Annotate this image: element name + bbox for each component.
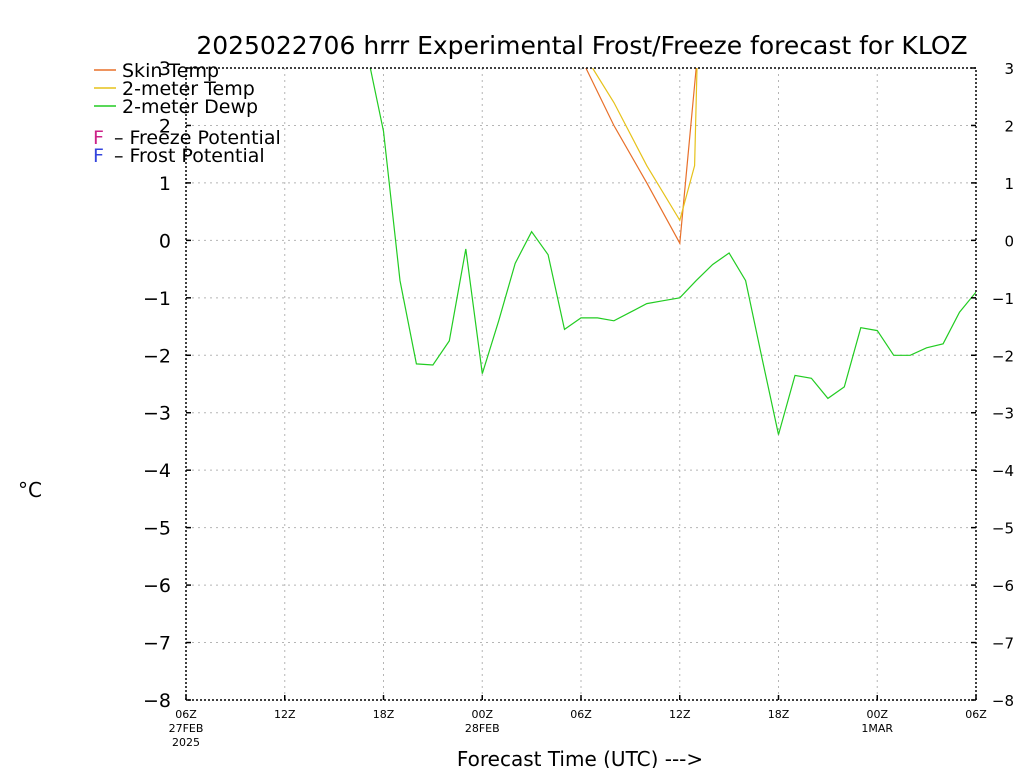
grid — [186, 68, 976, 700]
y-tick-label-right: −8 — [992, 692, 1014, 710]
legend-extra-symbol: F — [93, 145, 104, 167]
y-tick-label: −7 — [143, 633, 171, 655]
y-tick-label-right: −1 — [992, 290, 1014, 308]
x-tick-label: 1MAR — [861, 722, 893, 735]
y-axis-right: −8 −7 −6 −5 −4 −3 −2 −1 0 1 2 3 — [971, 60, 1014, 710]
y-tick-label: −6 — [143, 575, 171, 597]
legend-extra-text: – Freeze Potential — [114, 127, 281, 149]
legend-entry-label: 2-meter Dewp — [122, 96, 258, 118]
y-tick-label-right: −6 — [992, 577, 1014, 595]
series-line-skin-temp — [585, 68, 697, 246]
y-tick-label: 2 — [159, 115, 171, 137]
y-tick-label-right: 3 — [1004, 60, 1014, 78]
legend-extra-text: – Frost Potential — [114, 145, 265, 167]
x-tick-label: 2025 — [172, 736, 200, 749]
y-tick-label: 1 — [159, 173, 171, 195]
y-tick-label: −2 — [143, 345, 171, 367]
y-axis-label: °C — [18, 478, 42, 502]
y-tick-label-right: 0 — [1004, 232, 1014, 250]
x-tick-label: 12Z — [669, 708, 691, 721]
series-lines — [369, 68, 976, 435]
x-tick-label: 12Z — [274, 708, 296, 721]
y-tick-label: −4 — [143, 460, 171, 482]
legend-extra-entry: F – Frost Potential — [93, 145, 265, 167]
y-tick-label: −1 — [143, 288, 171, 310]
x-axis-label: Forecast Time (UTC) ---> — [457, 747, 703, 768]
x-tick-label: 28FEB — [465, 722, 500, 735]
plot-frame — [185, 67, 977, 701]
y-tick-label-right: −4 — [992, 462, 1014, 480]
x-tick-label: 18Z — [768, 708, 790, 721]
y-tick-label: 3 — [159, 58, 171, 80]
y-tick-label-right: −2 — [992, 347, 1014, 365]
y-axis-left: −8 −7 −6 −5 −4 −3 −2 −1 0 1 2 3 — [143, 58, 191, 712]
y-tick-label-right: −5 — [992, 520, 1014, 538]
legend-entry-label: Skin Temp — [122, 60, 219, 82]
y-tick-label-right: −7 — [992, 635, 1014, 653]
x-tick-label: 27FEB — [169, 722, 204, 735]
x-tick-label: 00Z — [471, 708, 493, 721]
x-tick-label: 06Z — [965, 708, 987, 721]
x-tick-label: 06Z — [570, 708, 592, 721]
y-tick-label-right: −3 — [992, 405, 1014, 423]
series-line-2-meter-temp — [591, 68, 698, 222]
chart-title: 2025022706 hrrr Experimental Frost/Freez… — [196, 31, 967, 60]
x-tick-label: 06Z — [175, 708, 197, 721]
y-tick-label-right: 2 — [1004, 117, 1014, 135]
legend-extra-entry: F – Freeze Potential — [93, 127, 281, 149]
x-tick-label: 00Z — [866, 708, 888, 721]
y-tick-label-right: 1 — [1004, 175, 1014, 193]
series-line-2-meter-dewp — [369, 68, 976, 435]
legend-entry-label: 2-meter Temp — [122, 78, 255, 100]
legend-extra-symbol: F — [93, 127, 104, 149]
y-tick-label: −5 — [143, 518, 171, 540]
y-tick-label: −3 — [143, 403, 171, 425]
y-tick-label: 0 — [159, 230, 171, 252]
y-tick-label: −8 — [143, 690, 171, 712]
x-tick-label: 18Z — [373, 708, 395, 721]
